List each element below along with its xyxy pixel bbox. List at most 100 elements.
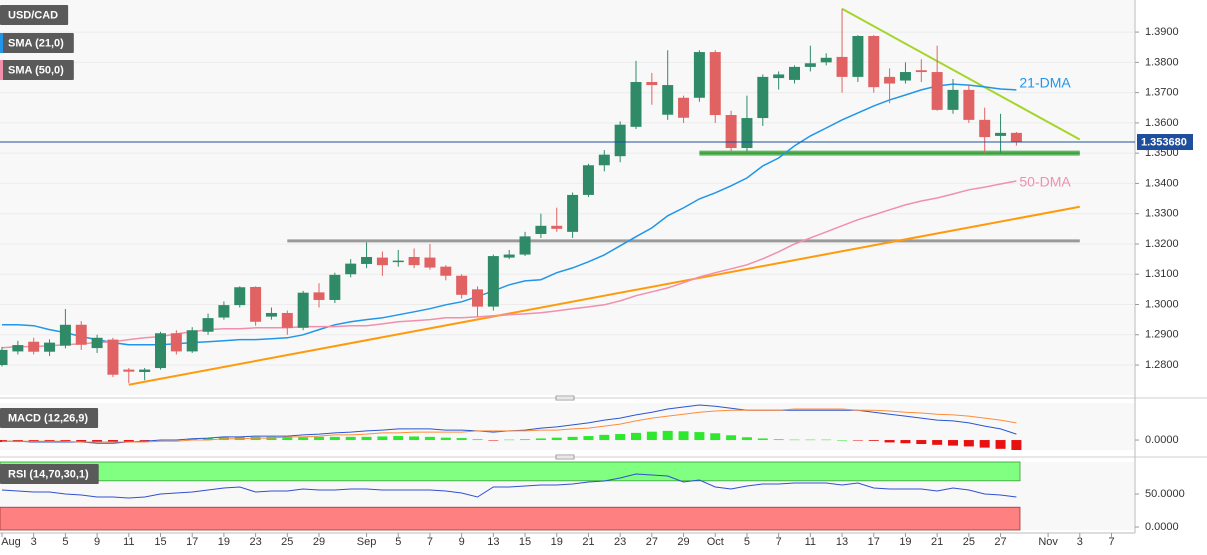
macd-histogram-bar bbox=[282, 437, 293, 441]
x-tick-label: 27 bbox=[646, 536, 658, 548]
candle-body bbox=[519, 236, 531, 255]
candle-body bbox=[852, 36, 864, 77]
macd-histogram-bar bbox=[773, 439, 784, 441]
candle-body bbox=[884, 76, 896, 84]
macd-histogram-bar bbox=[710, 433, 721, 441]
label-stripe bbox=[0, 33, 3, 53]
candle-body bbox=[265, 312, 277, 317]
rsi-line bbox=[1, 473, 1017, 499]
candle-body bbox=[456, 275, 468, 295]
macd-histogram-bar bbox=[678, 431, 689, 441]
macd-histogram-bar bbox=[805, 439, 816, 441]
panel-handle bbox=[555, 395, 575, 401]
x-tick-label: 13 bbox=[487, 536, 499, 548]
macd-histogram-bar bbox=[694, 432, 705, 441]
overbought-band bbox=[0, 461, 1021, 482]
x-tick-label: 7 bbox=[427, 536, 433, 548]
macd-histogram-bar bbox=[979, 440, 990, 448]
candle-body bbox=[773, 74, 785, 79]
label-box bbox=[0, 464, 99, 484]
candle-body bbox=[551, 225, 563, 229]
label-box bbox=[0, 60, 74, 80]
y-tick-label: 1.3300 bbox=[1145, 208, 1179, 220]
macd-histogram-bar bbox=[424, 436, 435, 441]
label-text: RSI (14,70,30,1) bbox=[8, 468, 89, 480]
x-tick-label: Nov bbox=[1038, 536, 1058, 548]
candle-body bbox=[28, 341, 40, 352]
candle-body bbox=[392, 260, 404, 263]
x-tick-label: Oct bbox=[707, 536, 724, 548]
dma-label: 21-DMA bbox=[1019, 75, 1071, 91]
macd-histogram-bar bbox=[203, 438, 214, 441]
candle-body bbox=[123, 369, 135, 372]
x-tick-label: 5 bbox=[395, 536, 401, 548]
y-tick-label: 1.3900 bbox=[1145, 26, 1179, 38]
macd-histogram-bar bbox=[884, 440, 895, 443]
candle-body bbox=[107, 339, 119, 375]
y-tick-label: 1.3200 bbox=[1145, 238, 1179, 250]
macd-histogram-bar bbox=[1011, 440, 1022, 450]
y-tick-label: 1.2800 bbox=[1145, 359, 1179, 371]
candle-body bbox=[741, 118, 753, 149]
y-tick-label: 1.3600 bbox=[1145, 117, 1179, 129]
x-tick-label: Aug bbox=[1, 536, 21, 548]
candle-body bbox=[725, 115, 737, 149]
candle-body bbox=[281, 312, 293, 328]
y-tick-label: 50.0000 bbox=[1145, 488, 1185, 500]
candle-body bbox=[804, 63, 816, 67]
candle-body bbox=[757, 76, 769, 119]
trend-line bbox=[128, 205, 1080, 386]
macd-histogram-bar bbox=[298, 437, 309, 441]
macd-histogram-bar bbox=[837, 440, 848, 441]
x-tick-label: 21 bbox=[931, 536, 943, 548]
last-price-box bbox=[1137, 134, 1193, 151]
macd-histogram-bar bbox=[868, 440, 879, 441]
candle-body bbox=[963, 89, 975, 120]
candle-body bbox=[1010, 132, 1022, 142]
x-tick-label: 9 bbox=[94, 536, 100, 548]
label-text: MACD (12,26,9) bbox=[8, 412, 88, 424]
macd-histogram-bar bbox=[789, 439, 800, 441]
macd-histogram-bar bbox=[963, 440, 974, 447]
x-tick-label: 29 bbox=[313, 536, 325, 548]
panel-background bbox=[0, 403, 1135, 450]
x-tick-label: 29 bbox=[677, 536, 689, 548]
candle-body bbox=[186, 330, 198, 352]
y-tick-label: 0.0000 bbox=[1145, 521, 1179, 533]
candle-body bbox=[646, 82, 658, 86]
macd-histogram-bar bbox=[361, 436, 372, 441]
candle-body bbox=[91, 337, 103, 349]
label-box bbox=[0, 408, 99, 428]
candle-body bbox=[313, 292, 325, 300]
x-tick-label: 11 bbox=[123, 536, 134, 548]
last-price-label: 1.353680 bbox=[1141, 136, 1187, 148]
label-box bbox=[0, 5, 69, 25]
candle-body bbox=[567, 194, 579, 232]
candle-body bbox=[155, 333, 166, 369]
macd-histogram-bar bbox=[488, 440, 499, 441]
label-text: SMA (21,0) bbox=[8, 37, 64, 49]
trend-line bbox=[841, 7, 1081, 141]
candle-body bbox=[614, 124, 626, 157]
candle-body bbox=[662, 85, 674, 115]
x-tick-label: 15 bbox=[154, 536, 166, 548]
x-tick-label: 17 bbox=[186, 536, 198, 548]
candle-body bbox=[139, 369, 151, 372]
macd-histogram-bar bbox=[107, 440, 118, 443]
macd-histogram-bar bbox=[139, 440, 150, 441]
x-tick-label: 15 bbox=[519, 536, 531, 548]
candle-body bbox=[535, 225, 547, 234]
x-tick-label: 19 bbox=[899, 536, 911, 548]
macd-histogram-bar bbox=[504, 439, 515, 441]
macd-histogram-bar bbox=[583, 436, 594, 441]
x-tick-label: 21 bbox=[582, 536, 594, 548]
candle-body bbox=[995, 132, 1007, 136]
x-tick-label: 3 bbox=[1077, 536, 1083, 548]
x-tick-label: 25 bbox=[281, 536, 293, 548]
macd-histogram-bar bbox=[472, 439, 483, 441]
macd-histogram-bar bbox=[76, 440, 87, 443]
candle-body bbox=[202, 318, 214, 332]
candle-body bbox=[931, 72, 943, 110]
x-tick-label: 17 bbox=[868, 536, 880, 548]
